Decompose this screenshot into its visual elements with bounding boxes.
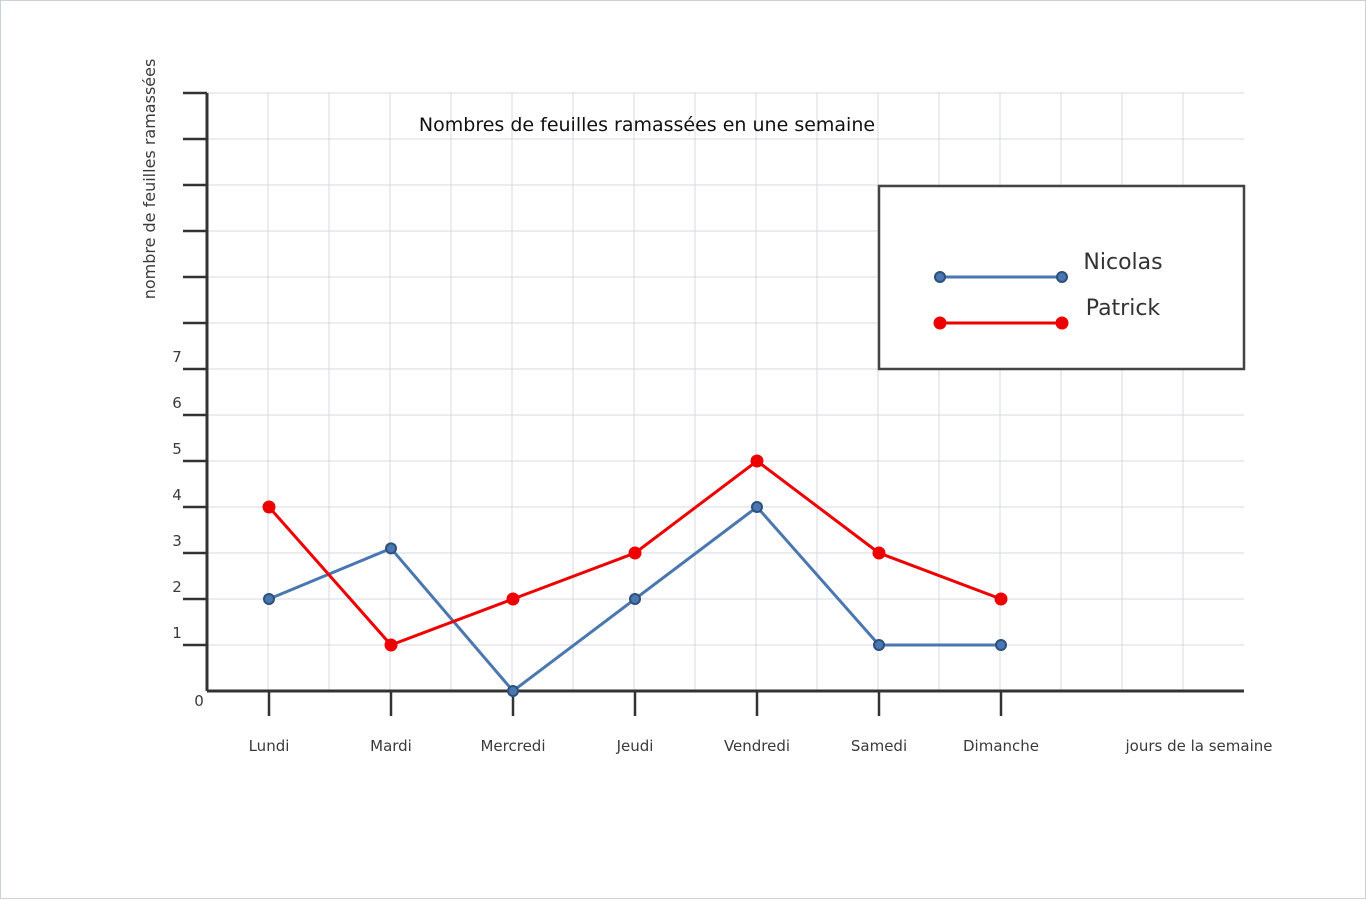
legend-marker [1056, 271, 1068, 283]
legend-label: Nicolas [1083, 250, 1162, 275]
data-point [629, 593, 641, 605]
y-tick-label: 2 [172, 578, 182, 596]
x-tick-label: Vendredi [724, 737, 790, 755]
y-tick-label: 6 [172, 394, 182, 412]
axis-labels: 0 1 2 3 4 5 6 7 Lundi Mardi Mercredi Jeudi Vendredi S… [172, 348, 1039, 755]
data-point [872, 546, 886, 560]
data-point [506, 592, 520, 606]
x-tick-label: Mardi [370, 737, 412, 755]
legend-item-patrick: Patrick [933, 296, 1161, 330]
series-patrick [262, 454, 1008, 652]
x-tick-label: Samedi [851, 737, 907, 755]
y-tick-label: 3 [172, 532, 182, 550]
x-tick-label: Mercredi [480, 737, 545, 755]
y-tick-label: 7 [172, 348, 182, 366]
data-point [262, 500, 276, 514]
legend: Nicolas Patrick [877, 184, 1246, 371]
y-axis-title: nombre de feuilles ramassées [140, 59, 159, 300]
data-point [628, 546, 642, 560]
chart-title: Nombres de feuilles ramassées en une sem… [419, 114, 875, 136]
legend-marker [933, 316, 947, 330]
x-tick-label: Dimanche [963, 737, 1039, 755]
data-point [995, 639, 1007, 651]
data-point [750, 454, 764, 468]
series [262, 454, 1008, 697]
data-point [384, 638, 398, 652]
data-point [873, 639, 885, 651]
series-nicolas [263, 501, 1007, 697]
data-point [263, 593, 275, 605]
data-point [507, 685, 519, 697]
legend-marker [1055, 316, 1069, 330]
data-point [751, 501, 763, 513]
y-tick-label: 4 [172, 486, 182, 504]
legend-label: Patrick [1086, 296, 1161, 321]
y-tick-label: 0 [194, 692, 204, 710]
legend-marker [934, 271, 946, 283]
legend-item-nicolas: Nicolas [934, 250, 1163, 283]
x-tick-label: Jeudi [616, 737, 654, 755]
x-tick-label: Lundi [249, 737, 290, 755]
grid [207, 92, 1244, 691]
y-tick-label: 1 [172, 624, 182, 642]
x-axis-title: jours de la semaine [1125, 737, 1273, 755]
y-tick-label: 5 [172, 440, 182, 458]
data-point [994, 592, 1008, 606]
data-point [385, 542, 397, 555]
axes [183, 91, 1244, 716]
